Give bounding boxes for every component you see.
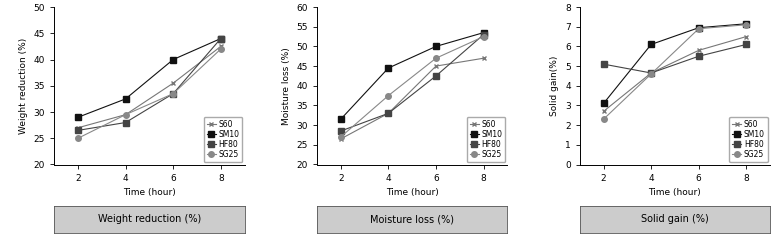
Text: Weight reduction (%): Weight reduction (%) xyxy=(98,214,201,224)
X-axis label: Time (hour): Time (hour) xyxy=(649,188,701,197)
Y-axis label: Weight reduction (%): Weight reduction (%) xyxy=(19,38,28,134)
Legend: S60, SM10, HF80, SG25: S60, SM10, HF80, SG25 xyxy=(467,117,505,162)
Text: Solid gain (%): Solid gain (%) xyxy=(641,214,709,224)
Text: Moisture loss (%): Moisture loss (%) xyxy=(370,214,454,224)
Legend: S60, SM10, HF80, SG25: S60, SM10, HF80, SG25 xyxy=(729,117,768,162)
Legend: S60, SM10, HF80, SG25: S60, SM10, HF80, SG25 xyxy=(204,117,242,162)
X-axis label: Time (hour): Time (hour) xyxy=(123,188,176,197)
X-axis label: Time (hour): Time (hour) xyxy=(385,188,439,197)
Y-axis label: Solid gain(%): Solid gain(%) xyxy=(550,56,560,116)
Y-axis label: Moisture loss (%): Moisture loss (%) xyxy=(282,47,291,125)
